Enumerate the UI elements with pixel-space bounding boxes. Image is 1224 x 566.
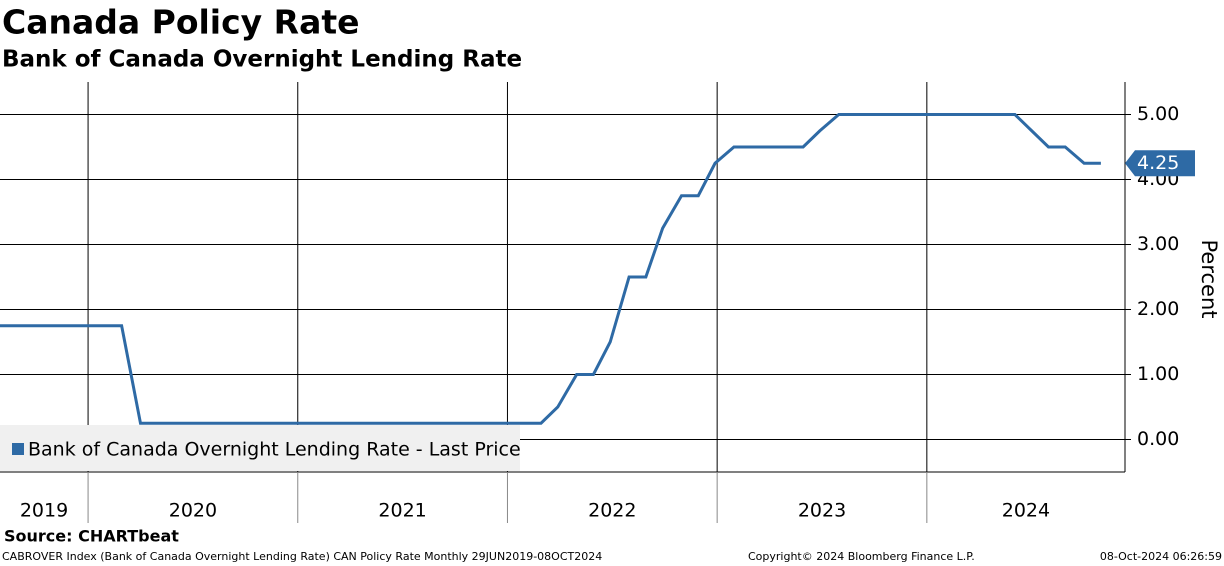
y-tick-label: 3.00 [1137,233,1179,255]
y-tick-label: 2.00 [1137,298,1179,320]
y-axis-label: Percent [1197,239,1221,318]
chart-subtitle: Bank of Canada Overnight Lending Rate [2,47,522,73]
x-tick-label: 2023 [798,500,846,522]
x-tick-label: 2021 [378,500,426,522]
legend-box [0,425,520,471]
x-tick-label: 2024 [1002,500,1050,522]
source: Source: CHARTbeat [4,527,179,546]
x-tick-label: 2019 [20,500,68,522]
footer-center: Copyright© 2024 Bloomberg Finance L.P. [748,550,975,563]
y-tick-label: 5.00 [1137,103,1179,125]
y-tick-label: 0.00 [1137,428,1179,450]
last-price-label: 4.25 [1137,152,1179,174]
footer-left: CABROVER Index (Bank of Canada Overnight… [2,550,602,563]
x-tick-label: 2022 [588,500,636,522]
last-price-tag [1125,150,1195,177]
legend-swatch [12,443,24,455]
footer-right: 08-Oct-2024 06:26:59 [1100,550,1222,563]
chart-title: Canada Policy Rate [2,3,360,42]
legend-label: Bank of Canada Overnight Lending Rate - … [28,439,521,461]
y-tick-label: 1.00 [1137,363,1179,385]
x-tick-label: 2020 [169,500,217,522]
data-line [0,113,1101,425]
